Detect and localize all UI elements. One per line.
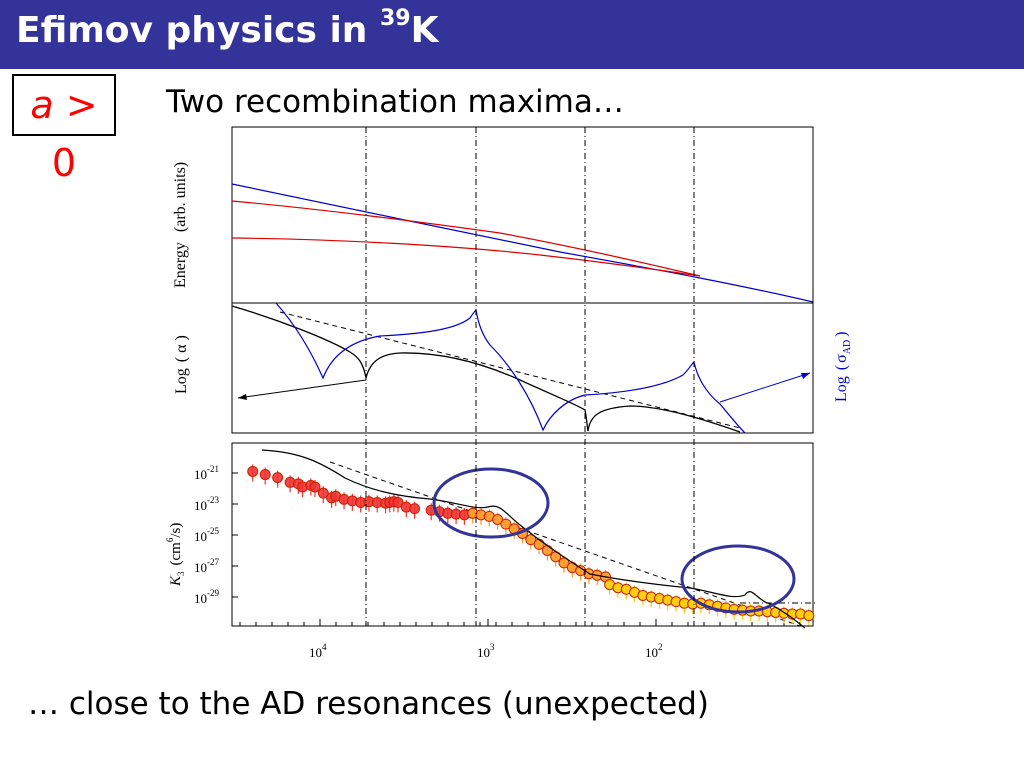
k3-ylabel-end: /s) (168, 523, 184, 538)
k3-xtick-label-2: 102 (645, 642, 663, 660)
k3-ytick-base: 10 (194, 529, 207, 544)
log-sigma-ylabel-main: Log (833, 376, 850, 402)
k3-data-point (803, 610, 815, 622)
log-alpha-ylabel-close: ) (173, 335, 190, 340)
title-bar (0, 0, 1024, 69)
scattering-length-box: a > 0 (12, 74, 116, 185)
k3-ytick-label-2: 10-25 (194, 526, 219, 544)
k3-ylabel: K3 (cm6/s) (165, 523, 186, 587)
alpha-left-arrow (237, 379, 367, 399)
k3-data-point (317, 487, 329, 499)
k3-data-point (392, 496, 404, 508)
subtitle: Two recombination maxima… (166, 84, 624, 120)
k3-data-point (533, 538, 545, 550)
k3-ytick-label-4: 10-29 (194, 588, 219, 606)
k3-xtick-label-0: 104 (309, 642, 327, 660)
k3-data-point (500, 518, 512, 530)
k3-ylabel-exp: 6 (165, 537, 175, 542)
title-superscript: 39 (379, 6, 411, 31)
k3-ytick-base: 10 (194, 498, 207, 513)
k3-data-point (272, 472, 284, 484)
right-maximum-circle (680, 544, 796, 614)
k3-ytick-label-0: 10-21 (194, 464, 219, 482)
log-alpha-ylabel-greek: α (173, 344, 190, 353)
k3-data-point (309, 481, 321, 493)
log-sigma-ylabel-sub: AD (842, 340, 853, 354)
slide-title: Efimov physics in 39K (16, 6, 439, 51)
alpha-dashed-line (279, 311, 741, 429)
k3-ytick-exp: -29 (207, 588, 219, 598)
k3-ytick-exp: -23 (207, 495, 219, 505)
alpha-blue-curve (275, 302, 746, 434)
k3-xtick-exp: 2 (658, 642, 663, 652)
k3-data-point (541, 545, 553, 556)
log-alpha-panel: Log ( α) Log ( σAD) (173, 302, 853, 434)
footer-caption: … close to the AD resonances (unexpected… (28, 686, 709, 722)
left-maximum-circle (432, 467, 550, 539)
k3-ytick-base: 10 (194, 467, 207, 482)
k3-xtick-label-1: 103 (477, 642, 495, 660)
log-alpha-ylabel-open: ( (173, 357, 190, 362)
energy-red-curve-upper (231, 200, 701, 277)
sigma-right-arrowhead (801, 373, 810, 379)
log-sigma-ylabel-close: ) (833, 331, 850, 336)
log-alpha-ylabel-main: Log (173, 368, 190, 394)
k3-fit-curve (261, 449, 806, 629)
sigma-right-arrow (719, 372, 811, 403)
k3-ytick-exp: -25 (207, 526, 219, 536)
k3-ytick-exp: -27 (207, 557, 219, 567)
k3-dashed-line (329, 461, 801, 627)
k3-data-point (409, 503, 421, 515)
log-sigma-ylabel-greek: σ (833, 354, 850, 363)
log-sigma-ylabel-open: ( (833, 365, 850, 370)
k3-data-point (492, 514, 504, 525)
energy-panel-frame (231, 126, 814, 304)
k3-data-points (247, 464, 815, 626)
energy-red-curve-lower (231, 237, 701, 277)
k3-xtick-base: 10 (309, 645, 322, 660)
k3-data-point (558, 557, 570, 569)
energy-ylabel-main: Energy (172, 242, 189, 288)
k3-data-point (525, 534, 537, 546)
log-alpha-panel-frame (231, 302, 814, 434)
k3-ytick-label-1: 10-23 (194, 495, 219, 513)
k3-xtick-base: 10 (645, 645, 658, 660)
log-sigma-ylabel: Log ( σAD) (833, 331, 853, 402)
k3-ytick-base: 10 (194, 560, 207, 575)
alpha-black-curve (231, 305, 741, 433)
alpha-left-arrowhead (238, 394, 247, 400)
k3-ytick-base: 10 (194, 591, 207, 606)
k3-ytick-exp: -21 (207, 464, 219, 474)
vertical-markers (365, 127, 695, 626)
k3-ylabel-k: K (168, 575, 184, 587)
title-main: Efimov physics in (16, 10, 380, 51)
k3-xtick-exp: 3 (490, 642, 495, 652)
a-condition: > 0 (51, 83, 98, 185)
title-element: K (410, 10, 439, 51)
energy-ylabel: Energy (arb. units) (172, 162, 189, 288)
energy-blue-curve (231, 183, 814, 303)
k3-data-point (247, 465, 259, 477)
a-symbol: a (30, 83, 54, 127)
k3-ytick-label-3: 10-27 (194, 557, 219, 575)
energy-ylabel-unit: (arb. units) (172, 162, 189, 232)
k3-ylabel-unit: (cm (168, 542, 184, 566)
energy-panel: Energy (arb. units) (172, 126, 814, 304)
k3-ylabel-sub: 3 (176, 571, 186, 576)
k3-xtick-base: 10 (477, 645, 490, 660)
k3-data-point (259, 469, 271, 481)
k3-xtick-exp: 4 (322, 642, 327, 652)
log-alpha-ylabel: Log ( α) (173, 335, 190, 394)
